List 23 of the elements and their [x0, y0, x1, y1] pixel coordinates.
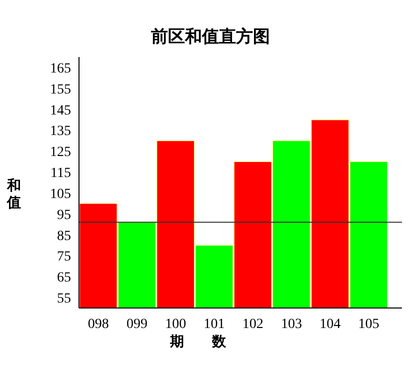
x-tick-label: 098 — [88, 317, 109, 332]
x-tick-label: 103 — [280, 317, 302, 332]
y-tick-label: 65 — [57, 270, 71, 286]
x-tick-label: 100 — [165, 317, 186, 332]
x-tick-label: 101 — [204, 317, 225, 332]
y-tick-label: 55 — [57, 292, 71, 307]
y-tick-label: 85 — [57, 228, 71, 244]
y-tick-label: 135 — [50, 124, 71, 140]
y-axis-title: 和值 — [6, 178, 21, 211]
y-tick-label: 125 — [50, 145, 71, 160]
x-tick-label: 099 — [126, 317, 148, 332]
y-tick-label: 115 — [50, 166, 71, 182]
y-tick-label: 155 — [50, 82, 71, 98]
x-tick-label: 102 — [242, 317, 264, 332]
chart-title: 前区和值直方图 — [150, 27, 270, 46]
y-tick-label: 105 — [50, 186, 71, 202]
x-tick-label: 105 — [358, 317, 380, 332]
x-tick-label: 104 — [320, 317, 341, 332]
x-axis-title: 期 数 — [169, 334, 227, 350]
y-tick-label: 95 — [57, 208, 71, 223]
y-tick-label: 145 — [50, 103, 71, 118]
y-tick-label: 165 — [50, 61, 71, 76]
y-tick-label: 75 — [57, 250, 71, 265]
